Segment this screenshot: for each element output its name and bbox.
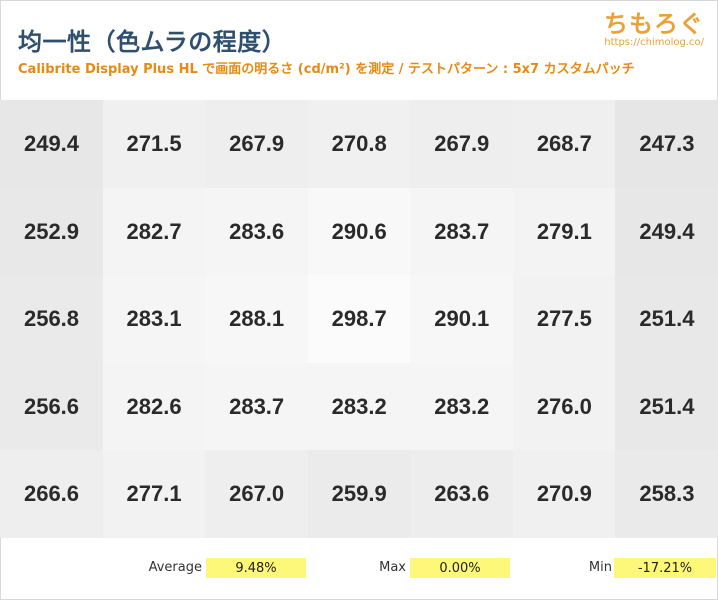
heatmap-cell: 290.1 — [410, 275, 514, 364]
heatmap-cell: 256.8 — [0, 275, 103, 364]
heatmap-cell: 283.2 — [410, 362, 514, 451]
logo-url: https://chimolog.co/ — [604, 37, 704, 48]
heatmap-cell: 270.9 — [512, 450, 616, 539]
heatmap-cell: 298.7 — [307, 275, 411, 364]
page-subtitle: Calibrite Display Plus HL で画面の明るさ (cd/m²… — [18, 62, 635, 77]
heatmap-cell: 267.9 — [410, 100, 514, 188]
heatmap-cell: 283.7 — [205, 362, 309, 451]
heatmap-cell: 270.8 — [307, 100, 411, 188]
max-value: 0.00% — [410, 558, 510, 578]
heatmap-cell: 283.6 — [205, 187, 309, 276]
heatmap-cell: 282.7 — [102, 187, 206, 276]
average-label: Average — [148, 560, 202, 575]
heatmap-cell: 266.6 — [0, 450, 103, 539]
heatmap-cell: 283.2 — [307, 362, 411, 451]
site-logo: ちもろぐ https://chimolog.co/ — [604, 4, 704, 48]
heatmap-cell: 249.4 — [615, 187, 718, 276]
heatmap-cell: 267.9 — [205, 100, 309, 188]
min-label: Min — [588, 560, 612, 575]
heatmap-cell: 251.4 — [615, 275, 718, 364]
heatmap-cell: 288.1 — [205, 275, 309, 364]
heatmap-cell: 283.7 — [410, 187, 514, 276]
heatmap-cell: 267.0 — [205, 450, 309, 539]
average-value: 9.48% — [206, 558, 306, 578]
heatmap-cell: 258.3 — [615, 450, 718, 539]
heatmap-cell: 277.1 — [102, 450, 206, 539]
heatmap-cell: 290.6 — [307, 187, 411, 276]
heatmap-cell: 276.0 — [512, 362, 616, 451]
heatmap-cell: 256.6 — [0, 362, 103, 451]
heatmap-cell: 268.7 — [512, 100, 616, 188]
heatmap-cell: 282.6 — [102, 362, 206, 451]
heatmap-cell: 277.5 — [512, 275, 616, 364]
heatmap-cell: 252.9 — [0, 187, 103, 276]
heatmap-cell: 263.6 — [410, 450, 514, 539]
page-title: 均一性（色ムラの程度） — [18, 28, 287, 56]
heatmap-cell: 251.4 — [615, 362, 718, 451]
heatmap-cell: 283.1 — [102, 275, 206, 364]
heatmap-cell: 249.4 — [0, 100, 103, 188]
heatmap-cell: 259.9 — [307, 450, 411, 539]
max-label: Max — [379, 560, 406, 575]
logo-text: ちもろぐ — [604, 10, 704, 38]
min-value: -17.21% — [614, 558, 716, 578]
heatmap-cell: 271.5 — [102, 100, 206, 188]
heatmap-cell: 279.1 — [512, 187, 616, 276]
heatmap-cell: 247.3 — [615, 100, 718, 188]
